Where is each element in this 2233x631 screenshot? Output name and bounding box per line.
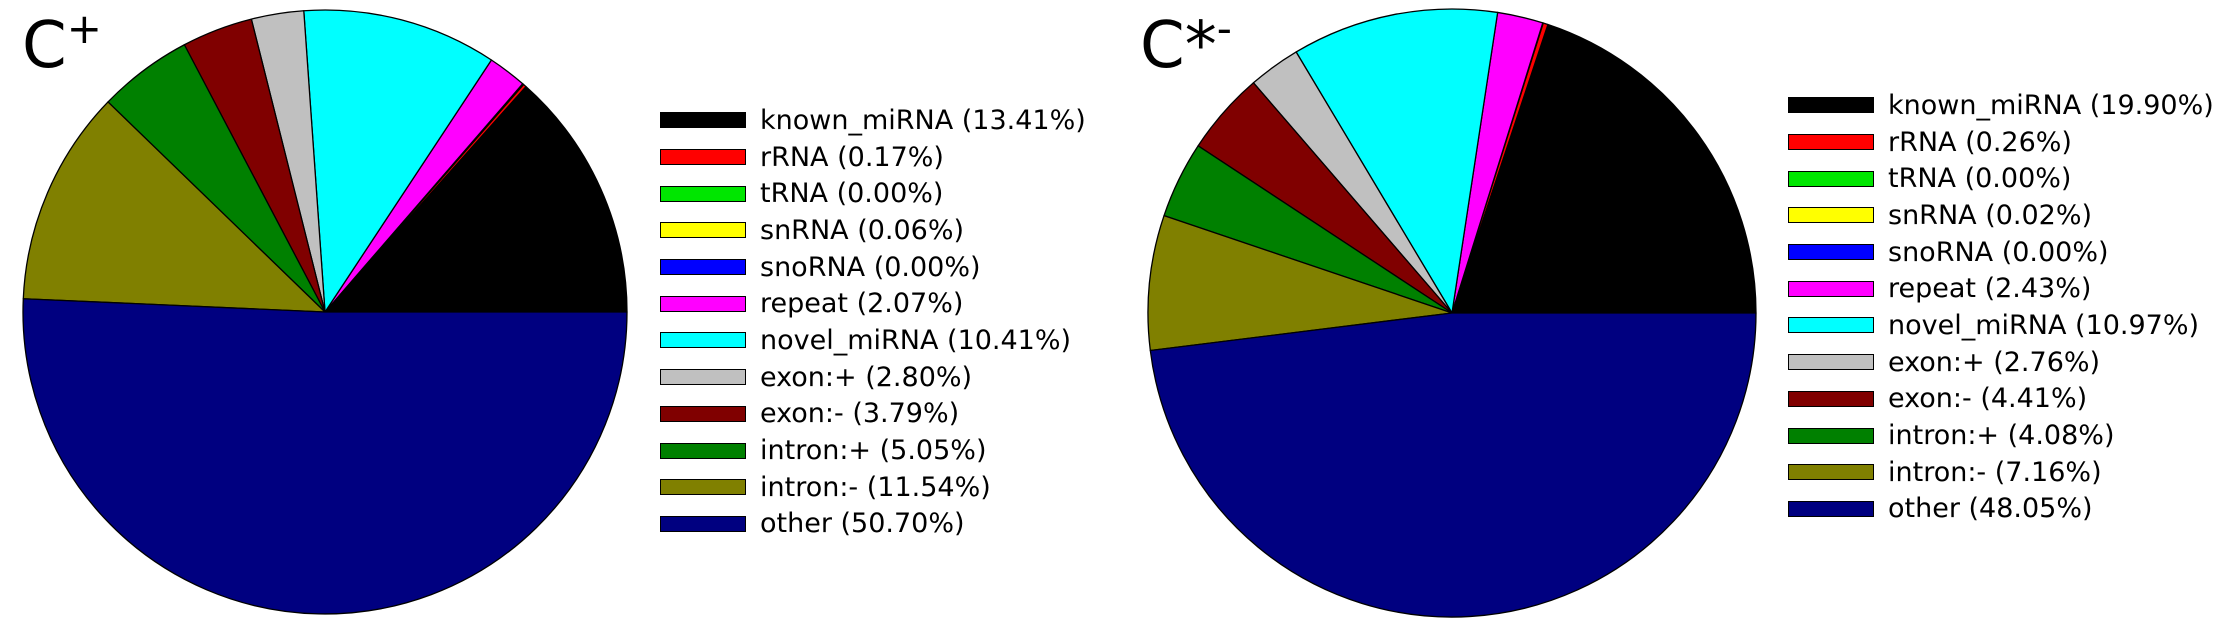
legend-swatch [1788,97,1874,114]
legend-label: repeat (2.43%) [1888,273,2092,305]
legend-item-snorna: snoRNA (0.00%) [660,249,1086,286]
chart-title-base: C* [1140,9,1217,83]
legend-label: intron:+ (4.08%) [1888,420,2115,452]
legend-item-snorna: snoRNA (0.00%) [1788,234,2214,271]
pie-chart-panel-c-star-minus: C*- known_miRNA (19.90%) rRNA (0.26%) tRNA… [1116,0,2233,631]
legend-item-exon: exon:+ (2.76%) [1788,344,2214,381]
legend-swatch [660,149,746,166]
legend-swatch [1788,244,1874,261]
pie-slice-intron [22,101,326,313]
legend-item-repeat: repeat (2.43%) [1788,270,2214,307]
legend-item-known-mirna: known_miRNA (13.41%) [660,102,1086,139]
legend-label: intron:- (11.54%) [760,471,991,503]
legend-label: snRNA (0.06%) [760,214,965,246]
legend-swatch [660,369,746,386]
legend-item-known-mirna: known_miRNA (19.90%) [1788,87,2214,124]
legend-item-exon: exon:- (4.41%) [1788,381,2214,418]
pie-slice-other [22,298,628,615]
legend-item-repeat: repeat (2.07%) [660,285,1086,322]
legend-item-rrna: rRNA (0.17%) [660,139,1086,176]
pie-slice-known-mirna [324,85,628,313]
legend-label: rRNA (0.26%) [1888,126,2072,158]
legend-label: known_miRNA (13.41%) [760,104,1086,136]
legend-item-intron: intron:+ (5.05%) [660,432,1086,469]
legend-item-novel-mirna: novel_miRNA (10.41%) [660,322,1086,359]
legend-item-intron: intron:+ (4.08%) [1788,417,2214,454]
legend-swatch [660,112,746,129]
legend-swatch [1788,354,1874,371]
legend-item-trna: tRNA (0.00%) [1788,160,2214,197]
legend-c-plus: known_miRNA (13.41%) rRNA (0.17%) tRNA (0.… [660,102,1086,542]
legend-label: intron:- (7.16%) [1888,456,2102,488]
legend-swatch [1788,207,1874,224]
legend-swatch [660,259,746,276]
legend-swatch [1788,464,1874,481]
legend-label: rRNA (0.17%) [760,141,944,173]
pie-slice-novel-mirna [1295,8,1499,314]
legend-item-other: other (48.05%) [1788,491,2214,528]
legend-c-star-minus: known_miRNA (19.90%) rRNA (0.26%) tRNA (0.… [1788,87,2214,527]
legend-item-exon: exon:+ (2.80%) [660,359,1086,396]
legend-swatch [660,479,746,496]
chart-title-superscript: + [66,4,102,53]
legend-swatch [1788,427,1874,444]
legend-label: exon:- (3.79%) [760,398,960,430]
legend-label: exon:+ (2.76%) [1888,346,2101,378]
legend-label: tRNA (0.00%) [760,178,944,210]
legend-item-other: other (50.70%) [660,506,1086,543]
legend-label: other (48.05%) [1888,493,2093,525]
legend-swatch [660,442,746,459]
pie-chart-c-plus [22,9,628,615]
legend-swatch [1788,390,1874,407]
chart-title-base: C [22,9,67,83]
legend-swatch [660,332,746,349]
chart-title-c-plus: C+ [22,8,102,79]
pie-slice-known-mirna [1451,23,1757,314]
legend-item-intron: intron:- (11.54%) [660,469,1086,506]
legend-label: novel_miRNA (10.97%) [1888,309,2200,341]
legend-item-snrna: snRNA (0.02%) [1788,197,2214,234]
legend-swatch [660,185,746,202]
chart-title-c-star-minus: C*- [1140,8,1232,79]
legend-label: snoRNA (0.00%) [760,251,981,283]
legend-swatch [1788,317,1874,334]
legend-label: novel_miRNA (10.41%) [760,324,1072,356]
pie-chart-c-star-minus [1147,8,1757,618]
pie-chart-panel-c-plus: C+ known_miRNA (13.41%) rRNA (0.17%) tRNA … [0,0,1116,631]
legend-item-snrna: snRNA (0.06%) [660,212,1086,249]
legend-label: exon:+ (2.80%) [760,361,973,393]
legend-item-trna: tRNA (0.00%) [660,175,1086,212]
legend-swatch [1788,500,1874,517]
legend-item-intron: intron:- (7.16%) [1788,454,2214,491]
legend-label: exon:- (4.41%) [1888,383,2088,415]
pie-slice-novel-mirna [303,9,493,313]
pie-slice-other [1149,312,1757,618]
legend-swatch [660,515,746,532]
legend-label: tRNA (0.00%) [1888,163,2072,195]
legend-label: snoRNA (0.00%) [1888,236,2109,268]
pie-slice-intron [1147,215,1453,352]
legend-label: intron:+ (5.05%) [760,435,987,467]
legend-item-novel-mirna: novel_miRNA (10.97%) [1788,307,2214,344]
legend-swatch [660,405,746,422]
legend-label: snRNA (0.02%) [1888,199,2093,231]
legend-item-exon: exon:- (3.79%) [660,396,1086,433]
legend-swatch [660,295,746,312]
chart-title-superscript: - [1216,4,1232,53]
legend-swatch [1788,134,1874,151]
legend-item-rrna: rRNA (0.26%) [1788,124,2214,161]
legend-label: other (50.70%) [760,508,965,540]
legend-label: repeat (2.07%) [760,288,964,320]
legend-swatch [660,222,746,239]
legend-swatch [1788,170,1874,187]
legend-label: known_miRNA (19.90%) [1888,89,2214,121]
legend-swatch [1788,280,1874,297]
